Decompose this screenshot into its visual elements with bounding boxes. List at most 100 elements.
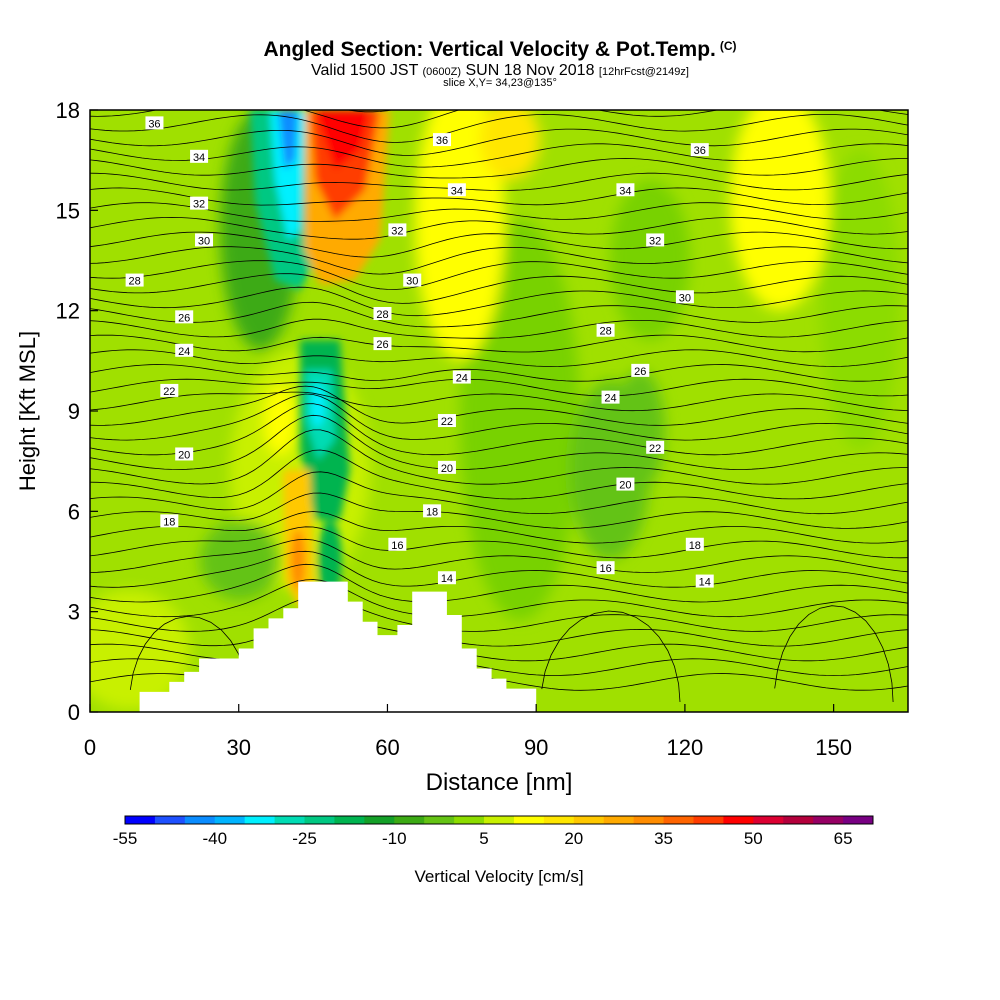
y-axis: 0 3 6 9 12 15 18 [56,98,98,725]
theta-label-text: 34 [193,152,205,164]
theta-label-text: 22 [163,386,175,398]
theta-label-text: 24 [604,393,616,405]
colorbar-swatch [813,816,844,824]
theta-label-bg [403,273,422,287]
terrain [139,581,537,713]
colorbar-tick-label: -10 [382,829,407,848]
colorbar-swatch [573,816,605,824]
x-tick-label: 90 [524,735,548,760]
theta-label-text: 22 [441,416,453,428]
colorbar-swatch [723,816,754,824]
x-axis: 0 30 60 90 120 150 [84,704,852,760]
theta-contour-line [90,246,908,275]
theta-contour-label: 14 [437,571,456,585]
theta-contour-label: 30 [403,273,422,288]
theta-label-text: 32 [391,225,403,237]
y-tick-label: 12 [56,299,80,324]
theta-contour-label: 36 [432,133,451,147]
theta-contour-line [90,616,908,647]
theta-contour-label: 36 [690,143,709,157]
theta-contour-label: 18 [423,504,442,518]
theta-label-bg [373,337,392,351]
theta-contour-line [90,511,908,544]
theta-label-text: 30 [198,235,210,247]
theta-contour-line [90,349,908,368]
theta-label-bg [690,143,709,157]
colorbar-swatch [693,816,724,824]
colorbar-swatch [304,816,335,824]
theta-contour-line [90,260,908,290]
theta-contour-line [90,158,908,179]
theta-label-text: 30 [406,276,418,288]
theta-contour-line [90,202,908,222]
theta-contour-label: 32 [646,233,665,247]
colorbar-swatch [843,816,874,824]
theta-label-text: 14 [699,577,711,589]
theta-contour-label: 20 [437,460,456,475]
theta-label-bg [596,561,615,575]
theta-contour-line [90,471,908,515]
chart-subtitle: Valid 1500 JST (0600Z) SUN 18 Nov 2018 [… [311,62,689,79]
colorbar-tick-label: -40 [202,829,227,848]
theta-label-bg [596,323,615,337]
colorbar-swatch [603,816,635,824]
x-axis-label: Distance [nm] [426,769,573,796]
y-tick-label: 0 [68,700,80,725]
colorbar-swatch [484,816,515,824]
theta-label-bg [452,370,471,384]
theta-label-text: 16 [599,563,611,575]
theta-contour-label: 16 [388,537,407,552]
colorbar-tick-label: -25 [292,829,317,848]
theta-label-bg [616,183,635,197]
theta-contour-label: 24 [601,390,620,405]
colorbar-tick-label: 5 [479,829,488,848]
theta-label-text: 18 [426,506,438,518]
theta-contour-label: 22 [160,383,179,398]
colorbar-swatch [513,816,545,824]
colorbar: -55 -40 -25 -10 5 20 35 50 65 [113,815,874,848]
colorbar-swatch [753,816,784,824]
theta-label-bg [616,477,635,491]
colorbar-swatch [364,816,395,824]
theta-label-bg [437,571,456,585]
x-tick-label: 120 [667,735,704,760]
theta-label-text: 36 [436,135,448,147]
theta-contour-line [90,393,908,441]
theta-contour-line [90,414,908,470]
theta-label-text: 18 [163,516,175,528]
theta-contour-line [90,318,908,339]
theta-contour-line [90,334,908,353]
colorbar-swatch [154,816,186,824]
y-tick-label: 18 [56,98,80,123]
theta-label-bg [695,574,714,588]
theta-label-bg [195,233,214,247]
theta-contour-line [774,605,894,703]
theta-label-text: 20 [178,449,190,461]
slice-label: slice X,Y= 34,23@135° [443,77,557,89]
theta-label-text: 16 [391,540,403,552]
theta-label-text: 22 [649,443,661,455]
theta-contour-line [90,449,908,500]
theta-contour-label: 28 [373,307,392,321]
y-tick-label: 15 [56,198,80,223]
colorbar-label: Vertical Velocity [cm/s] [414,867,583,886]
theta-label-text: 28 [376,309,388,321]
theta-contour-line [90,385,908,426]
theta-label-bg [675,290,694,304]
theta-contour-line [90,172,908,191]
theta-label-bg [432,133,451,147]
theta-contour-label: 20 [616,477,635,492]
colorbar-swatch [334,816,365,824]
theta-label-bg [145,116,164,130]
theta-label-text: 30 [679,292,691,304]
theta-contour-label: 22 [646,440,665,455]
theta-contour-line [90,231,908,258]
theta-label-bg [646,440,665,454]
theta-contour-line [345,110,394,113]
theta-contour-line [90,429,908,485]
theta-label-text: 24 [178,346,190,358]
theta-contour-label: 26 [373,337,392,351]
theta-contour-line [90,286,908,317]
theta-contour-line [541,610,681,703]
theta-contour-line [90,273,908,304]
